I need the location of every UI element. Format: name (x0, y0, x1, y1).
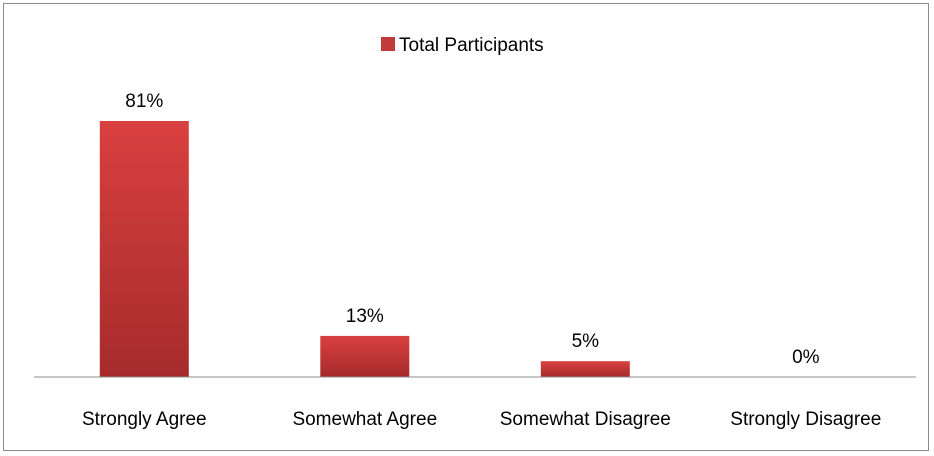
bars-group (99, 121, 630, 377)
data-label: 5% (572, 331, 600, 352)
bar-strongly-agree (99, 121, 189, 377)
x-tick-label: Somewhat Agree (292, 409, 437, 430)
bar-somewhat-agree (320, 335, 410, 377)
data-label: 0% (792, 347, 820, 368)
data-labels-group: 81% 13% 5% 0% (125, 91, 819, 368)
bar-somewhat-disagree (540, 361, 630, 377)
x-tick-label: Somewhat Disagree (500, 409, 671, 430)
x-tick-label: Strongly Disagree (730, 409, 881, 430)
data-label: 13% (346, 306, 384, 327)
legend-label: Total Participants (399, 35, 544, 56)
x-tick-labels-group: Strongly Agree Somewhat Agree Somewhat Dis… (82, 409, 881, 430)
legend: Total Participants (381, 35, 544, 56)
legend-swatch (381, 37, 395, 51)
x-tick-label: Strongly Agree (82, 409, 207, 430)
data-label: 81% (125, 91, 163, 112)
